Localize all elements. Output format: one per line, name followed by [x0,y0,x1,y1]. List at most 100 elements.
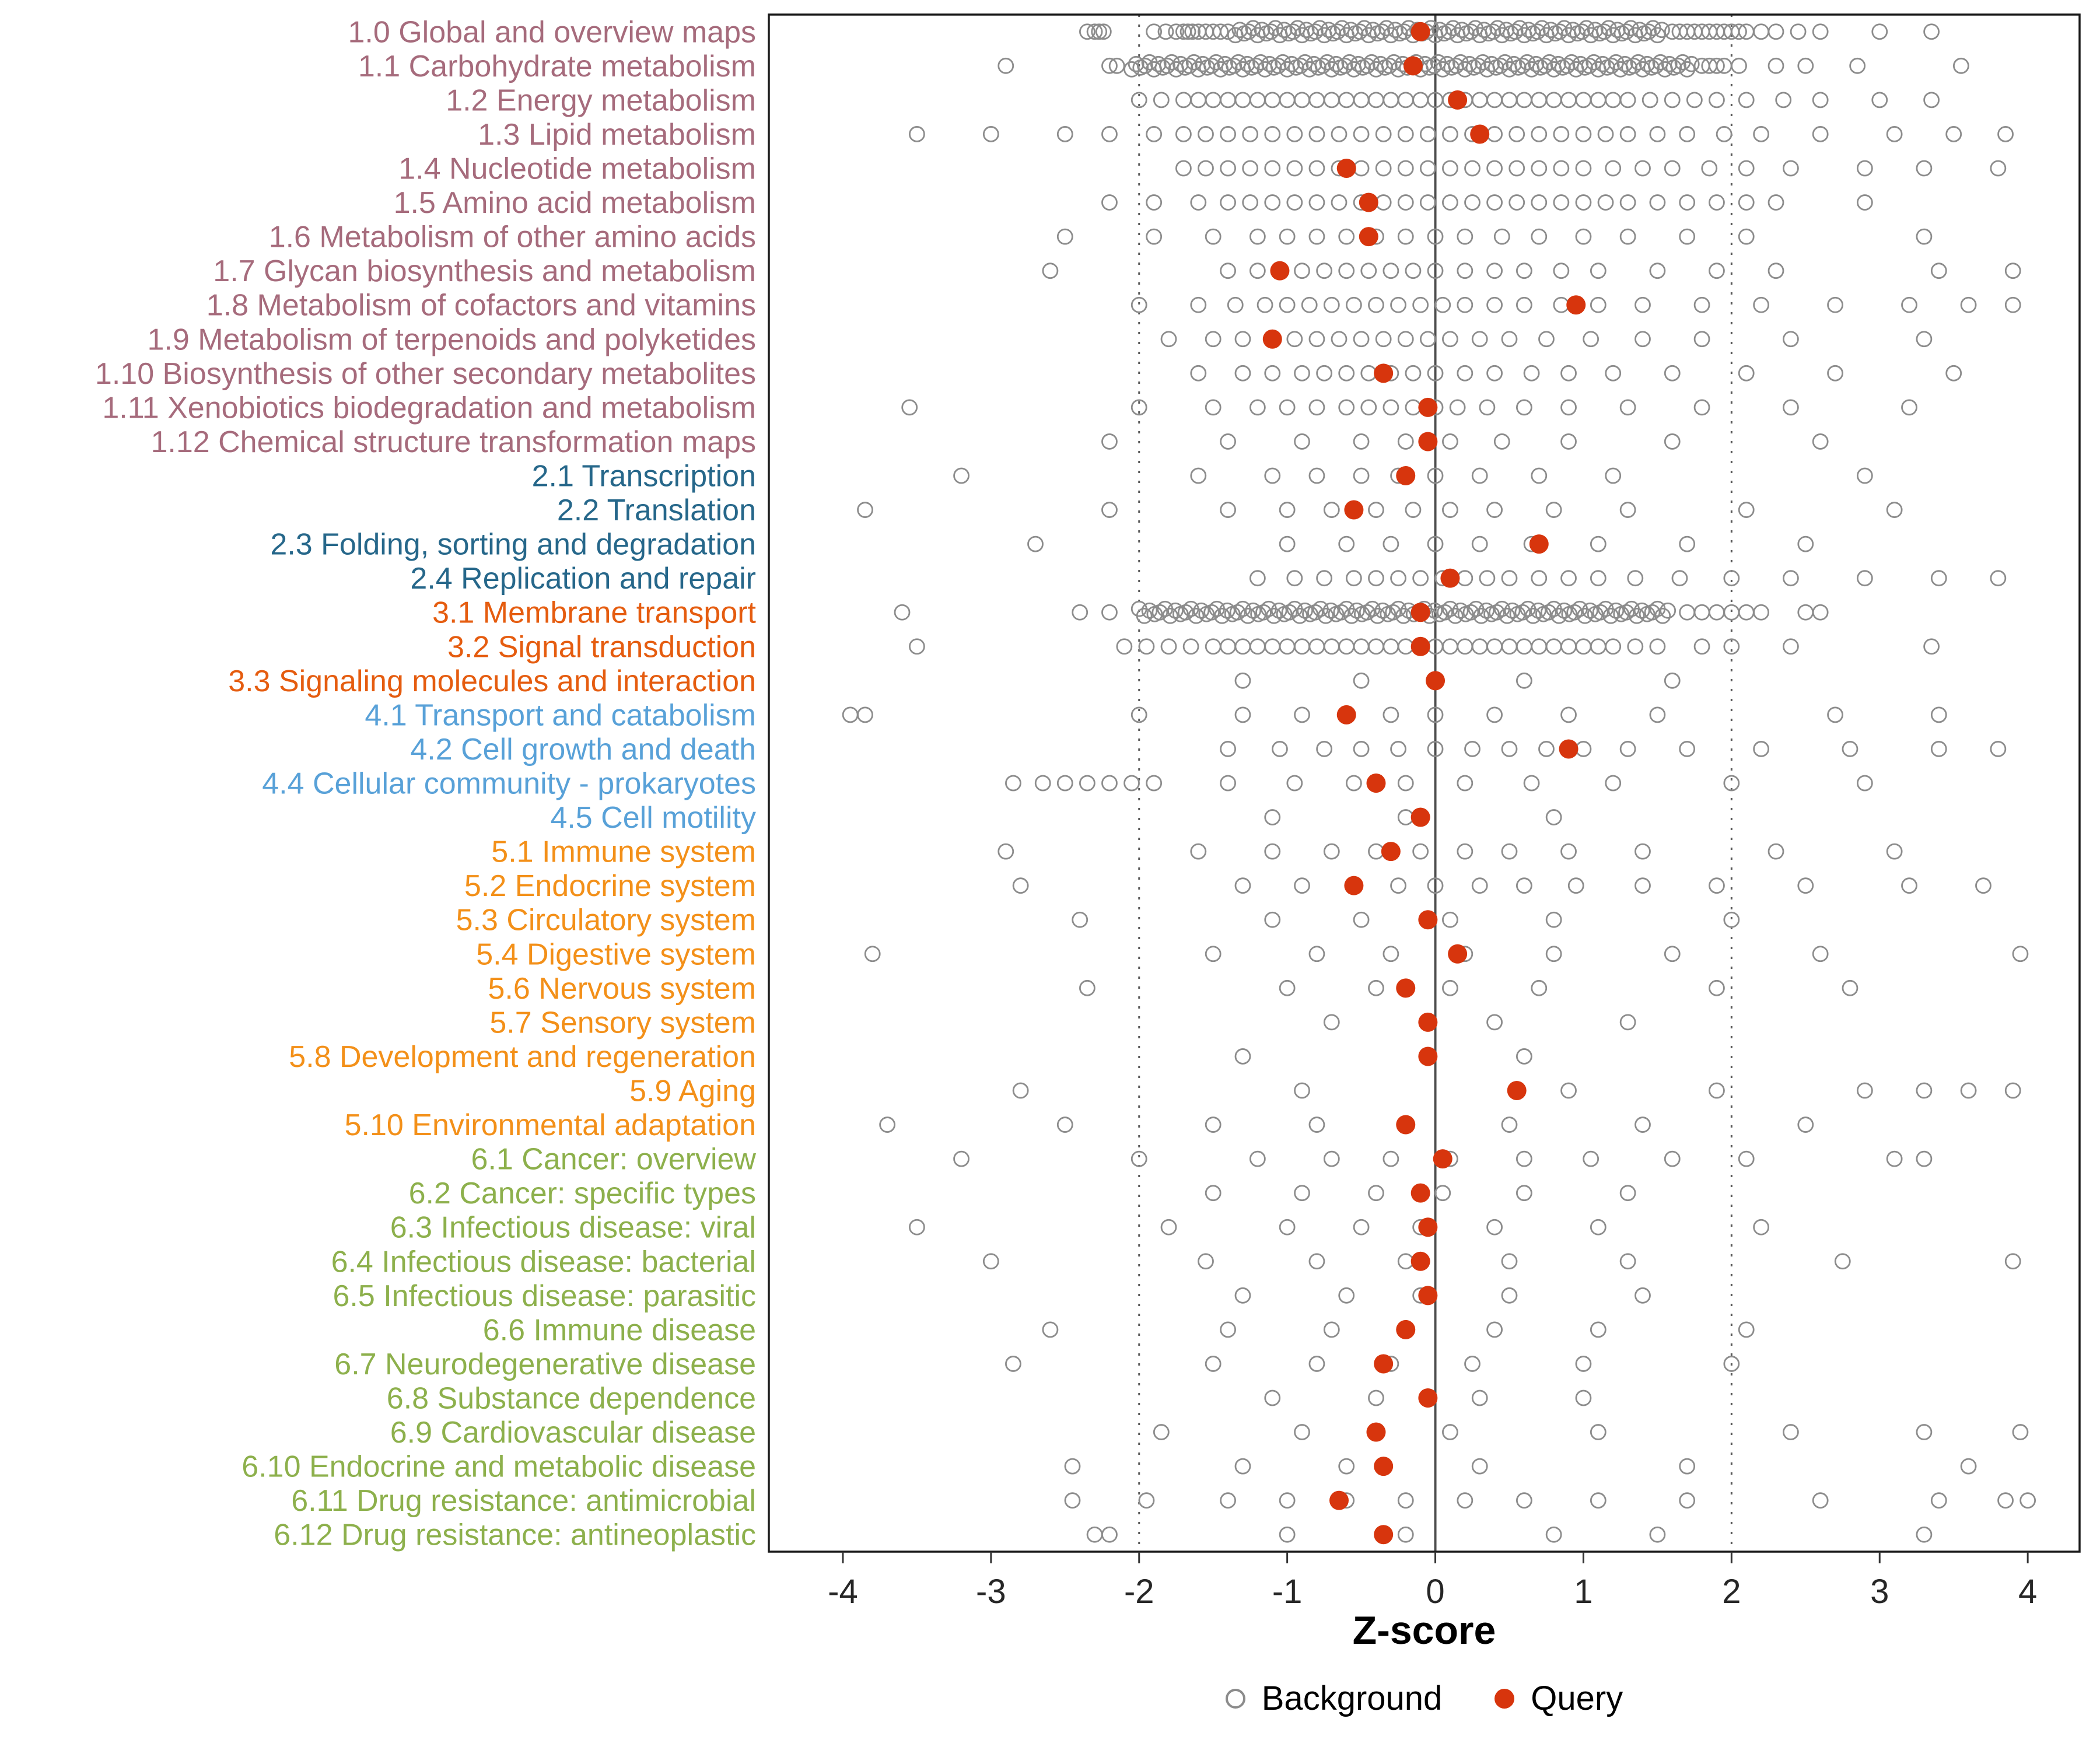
category-label: 4.4 Cellular community - prokaryotes [262,767,756,801]
background-point [1188,607,1205,624]
background-point [1397,1253,1414,1270]
background-point [1130,706,1147,723]
background-point [1359,57,1376,74]
background-point [1264,638,1281,655]
background-point [1175,92,1192,108]
background-point [1292,607,1308,624]
query-point [1418,1217,1438,1237]
background-point [1162,607,1178,624]
background-point [1308,331,1325,348]
background-point [1064,1492,1081,1509]
background-point [1952,57,1969,74]
background-point [1167,602,1184,619]
background-point [1316,570,1333,587]
background-point [1294,877,1310,894]
background-point [1308,194,1325,211]
background-point [1385,604,1402,621]
category-label: 6.11 Drug resistance: antimicrobial [291,1484,756,1518]
background-point [1619,126,1636,142]
background-point [1812,23,1829,40]
background-point [1553,296,1570,313]
background-point [1486,194,1503,211]
query-point [1410,807,1430,827]
background-point [1457,843,1474,860]
background-point [1679,194,1696,211]
background-point [1419,126,1436,142]
background-point [1457,296,1474,313]
category-label: 6.6 Immune disease [483,1313,756,1347]
background-point [1042,262,1059,279]
query-point [1418,432,1438,452]
background-point [1566,604,1583,621]
background-point [1536,57,1553,74]
background-point [1264,160,1281,177]
legend: Background Query [769,1679,2080,1718]
background-point [1609,22,1626,38]
background-point [1397,809,1414,825]
background-point [1150,55,1167,72]
background-point [1146,23,1163,40]
background-point [1619,399,1636,416]
background-point [1294,1424,1310,1440]
category-label: 2.1 Transcription [532,460,756,494]
background-point [1027,536,1044,552]
background-point [1723,638,1740,655]
background-point [998,843,1014,860]
background-point [1141,602,1158,619]
background-point [864,946,881,963]
background-point [1619,194,1636,211]
background-point [1647,57,1664,74]
category-label: 6.9 Cardiovascular disease [390,1416,756,1450]
background-point [1338,536,1355,552]
background-point [1308,126,1325,142]
background-point [1930,741,1947,757]
category-label: 6.2 Cancer: specific types [409,1177,756,1210]
background-point [1640,23,1657,40]
background-point [1308,399,1325,416]
background-point [1205,228,1222,245]
background-point [1634,296,1651,313]
background-point [1382,946,1399,963]
background-point [1618,604,1634,621]
background-point [1272,741,1288,757]
legend-item-background: Background [1225,1679,1442,1718]
query-point [1470,124,1490,144]
background-point [1930,570,1947,587]
legend-item-query: Query [1494,1679,1623,1718]
background-point [1797,604,1814,621]
background-point [1457,775,1474,792]
background-point [1540,604,1557,621]
category-label: 6.10 Endocrine and metabolic disease [242,1450,756,1484]
background-point [1198,160,1214,177]
background-point [1644,604,1661,621]
background-point [1560,399,1577,416]
x-axis-tick-label: 3 [1870,1573,1889,1611]
background-point [1590,1321,1606,1338]
background-point [1856,1082,1873,1099]
background-point [1294,1082,1310,1099]
background-point [1457,365,1474,382]
background-point [1359,604,1376,621]
background-point [1530,602,1546,619]
background-point [1382,262,1399,279]
background-point [1442,979,1458,996]
background-point [1523,775,1540,792]
background-point [1442,331,1458,348]
background-point [1545,946,1562,963]
background-point [1516,1492,1532,1509]
background-point [1352,23,1368,40]
query-point [1374,1354,1394,1374]
background-point [1471,331,1488,348]
background-point [1064,1458,1081,1475]
background-point [1618,23,1634,40]
background-point [1353,672,1370,689]
background-point [1079,979,1096,996]
background-point [1331,194,1348,211]
background-point [1323,502,1340,518]
background-point [1152,604,1168,621]
background-point [1775,92,1792,108]
query-point-icon [1494,1688,1515,1709]
background-point [1297,602,1314,619]
background-point [1693,604,1710,621]
background-point [1308,1356,1325,1372]
